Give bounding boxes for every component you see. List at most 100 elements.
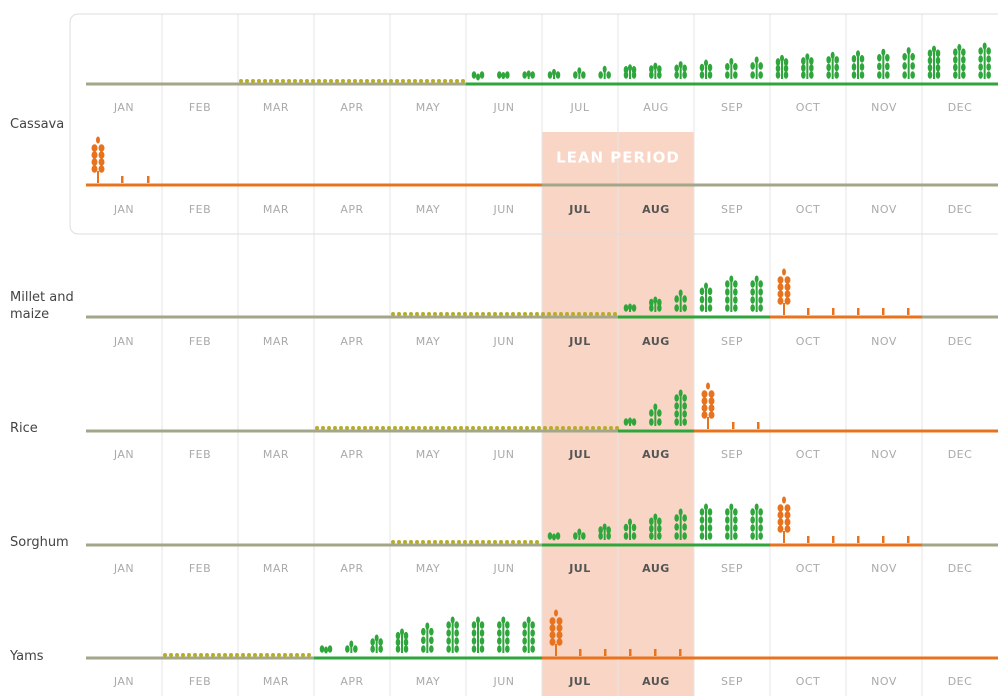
planting-dot [529, 540, 533, 544]
leaf [403, 638, 409, 647]
planting-dot [469, 540, 473, 544]
planting-dot [163, 653, 167, 657]
planting-dot [229, 653, 233, 657]
leaf [505, 621, 510, 629]
harvest-tick [121, 176, 124, 183]
month-label: NOV [871, 562, 897, 575]
month-label: JUN [492, 448, 514, 461]
planting-dot [199, 653, 203, 657]
month-label: OCT [796, 562, 821, 575]
growing-plant [649, 513, 662, 540]
leaf [699, 304, 705, 312]
leaf [501, 71, 506, 79]
month-label: JUN [492, 203, 514, 216]
month-label: DEC [948, 335, 973, 348]
planting-dot [365, 79, 369, 83]
month-label: APR [340, 675, 363, 688]
planting-dot [559, 312, 563, 316]
harvest-tick [732, 422, 735, 429]
leaf [497, 71, 502, 79]
leaf [547, 532, 553, 540]
crop-label: Rice [10, 421, 38, 436]
month-label: AUG [642, 448, 670, 461]
planting-dot [487, 312, 491, 316]
leaf [479, 645, 485, 653]
leaf [830, 51, 835, 59]
leaf [631, 532, 637, 540]
grain [708, 397, 715, 405]
planting-dot [391, 312, 395, 316]
leaf [953, 55, 958, 64]
grain [784, 504, 791, 512]
planting-dot [565, 312, 569, 316]
leaf [497, 645, 502, 653]
leaf [953, 48, 958, 56]
stem [679, 290, 682, 312]
planting-dot [377, 79, 381, 83]
growing-plant [877, 48, 890, 79]
leaf [446, 637, 451, 645]
leaf [927, 49, 933, 58]
planting-dot [247, 653, 251, 657]
leaf [733, 71, 738, 79]
stem [679, 509, 682, 540]
month-label: MAR [263, 203, 289, 216]
leaf [505, 629, 510, 637]
harvest-tick [147, 176, 150, 183]
planting-dot [347, 79, 351, 83]
planting-dot [517, 312, 521, 316]
leaf [809, 64, 814, 72]
leaf [577, 67, 582, 75]
growing-plant [497, 616, 510, 653]
planting-dot [511, 312, 515, 316]
stem [983, 43, 986, 79]
planting-dot [481, 312, 485, 316]
growing-plant [725, 58, 738, 79]
leaf [471, 621, 477, 629]
planting-dot [359, 79, 363, 83]
month-label: MAR [263, 448, 289, 461]
growing-plant [345, 640, 358, 653]
lean-period-label: LEAN PERIOD [556, 149, 680, 167]
month-label: APR [340, 203, 363, 216]
planting-dot [269, 79, 273, 83]
leaf [674, 71, 679, 79]
leaf [479, 71, 485, 79]
leaf [856, 50, 860, 58]
grain [556, 624, 563, 632]
leaf [707, 532, 713, 540]
leaf [978, 55, 983, 63]
cassava-box [69, 13, 998, 235]
growing-plant [725, 275, 738, 312]
leaf [446, 621, 451, 629]
planting-dot [411, 426, 415, 430]
planting-dot [315, 426, 319, 430]
leaf [775, 64, 781, 73]
stem [527, 617, 530, 653]
leaf [754, 56, 759, 64]
growing-plant [471, 71, 485, 81]
leaf [851, 55, 857, 63]
planting-dot [389, 79, 393, 83]
growing-plant [750, 56, 763, 79]
planting-dot [445, 540, 449, 544]
growing-plant [978, 42, 991, 79]
planting-dot [535, 312, 539, 316]
planting-dot [287, 79, 291, 83]
planting-dot [277, 653, 281, 657]
growing-plant [598, 523, 611, 540]
leaf [327, 645, 333, 653]
growing-plant [953, 44, 966, 79]
grain [708, 404, 715, 412]
leaf [801, 64, 806, 72]
planting-dot [487, 540, 491, 544]
growing-plant [623, 303, 637, 312]
grain [556, 631, 563, 639]
leaf [657, 517, 662, 526]
leaf [657, 524, 662, 533]
leaf [699, 71, 705, 79]
planting-dot [383, 79, 387, 83]
growing-plant [522, 616, 535, 653]
leaf [961, 48, 966, 56]
